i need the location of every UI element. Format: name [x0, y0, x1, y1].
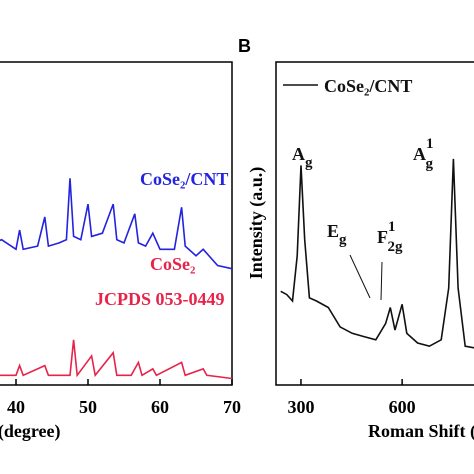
plot-frame	[275, 61, 474, 386]
plot-frame	[0, 61, 233, 386]
annotation-sup: 1	[388, 219, 396, 235]
x-tick-label: 70	[223, 397, 241, 417]
x-tick-label: 40	[7, 397, 25, 417]
data-line	[0, 178, 233, 270]
annotation-text: A	[413, 144, 426, 164]
data-line	[0, 339, 233, 380]
annotation-text: F	[377, 227, 388, 247]
annotation-sub: 2g	[388, 239, 404, 255]
annotation-sub: g	[305, 155, 313, 171]
annotation: A1 g	[413, 136, 434, 172]
x-tick-label: 60	[151, 397, 169, 417]
annotation: JCPDS 053-0449	[95, 289, 225, 309]
x-tick-label: 50	[79, 397, 97, 417]
annotation: Eg	[327, 221, 347, 248]
x-tick-label: 600	[389, 397, 416, 417]
annotation-arrow	[380, 261, 383, 301]
annotation-text: JCPDS 053-0449	[95, 289, 225, 309]
legend-label: CoSe₂/CNT	[324, 76, 412, 96]
x-axis-label: Roman Shift (cm⁻¹)	[368, 421, 474, 442]
annotation-text: A	[292, 144, 305, 164]
x-tick-label: 300	[287, 397, 314, 417]
annotation-sub: g	[426, 156, 434, 172]
x-axis-label: 2θ (degree)	[0, 421, 61, 442]
annotation-arrow	[349, 254, 371, 299]
y-axis-label: Intensity (a.u.)	[246, 167, 267, 280]
annotation-sub: g	[339, 232, 347, 248]
series-label: CoSe₂	[150, 254, 195, 274]
data-line	[280, 158, 474, 349]
panel-label: B	[238, 36, 251, 56]
annotation-sup: 1	[426, 136, 434, 152]
series-label: CoSe₂/CNT	[140, 169, 228, 189]
annotation-text: E	[327, 221, 339, 241]
annotation: Ag	[292, 144, 313, 171]
annotation: F1 2g	[377, 219, 403, 255]
